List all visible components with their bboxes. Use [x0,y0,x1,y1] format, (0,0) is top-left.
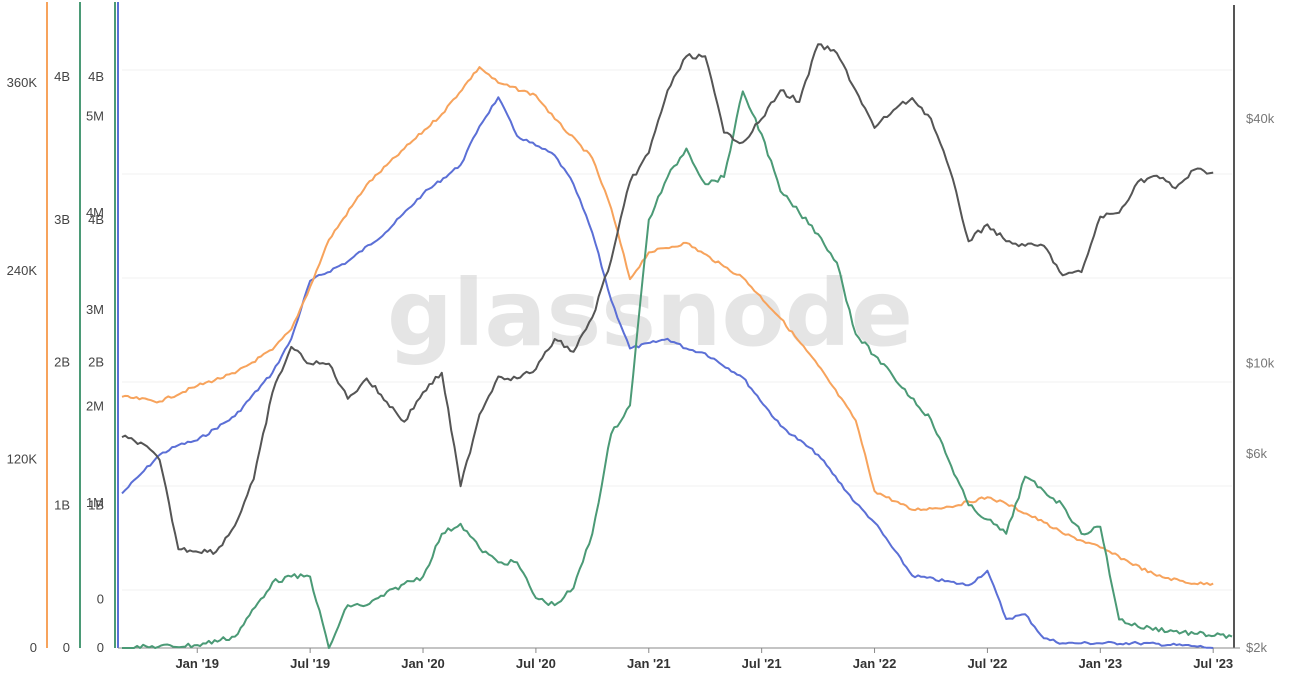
x-tick-label: Jan '19 [175,656,219,671]
x-tick-label: Jul '21 [742,656,782,671]
series-lines [121,43,1233,649]
grid-lines [122,69,1232,591]
y-tick-label: 4B [88,212,104,227]
y-tick-label: 3M [86,302,104,317]
y-tick-label-right: $6k [1246,446,1267,461]
x-tick-label: Jul '19 [290,656,330,671]
y-tick-label: 240K [7,263,38,278]
x-tick-label: Jul '23 [1193,656,1233,671]
x-tick-label: Jul '22 [967,656,1007,671]
x-tick-label: Jan '20 [401,656,445,671]
series-line-4 [121,43,1214,555]
y-tick-label: 1B [88,497,104,512]
y-tick-label: 120K [7,452,38,467]
y-tick-label: 2B [88,355,104,370]
x-tick-label: Jan '22 [853,656,897,671]
y-tick-label: 5M [86,109,104,124]
series-line-2 [121,66,1214,586]
y-tick-label: 1M [86,495,104,510]
y-tick-label: 360K [7,75,38,90]
y-tick-label: 4M [86,205,104,220]
y-axes: 0 120K 240K 360K 0 1B 2B 3B 4B 0 1B 2B 4B 4B 0 1M 2M 3M 4M… [7,2,1275,655]
y-tick-label-right: $2k [1246,640,1267,655]
x-tick-label: Jul '20 [516,656,556,671]
y-tick-label: 2M [86,398,104,413]
y-tick-label-right: $40k [1246,111,1275,126]
y-tick-label: 0 [97,592,104,607]
y-tick-label: 2B [54,355,70,370]
y-tick-label-right: $10k [1246,356,1275,371]
y-tick-label: 0 [97,640,104,655]
y-tick-label: 1B [54,497,70,512]
y-tick-label: 0 [63,640,70,655]
y-tick-label: 4B [88,69,104,84]
watermark: glassnode [387,260,913,367]
x-tick-label: Jan '21 [627,656,671,671]
y-tick-label: 4B [54,69,70,84]
y-tick-label: 3B [54,212,70,227]
y-tick-label: 0 [30,640,37,655]
series-line-1 [121,96,1214,649]
series-line-3 [122,90,1233,649]
x-axis: Jan '19 Jul '19 Jan '20 Jul '20 Jan '21 Jul '… [118,647,1240,671]
x-tick-label: Jan '23 [1079,656,1123,671]
